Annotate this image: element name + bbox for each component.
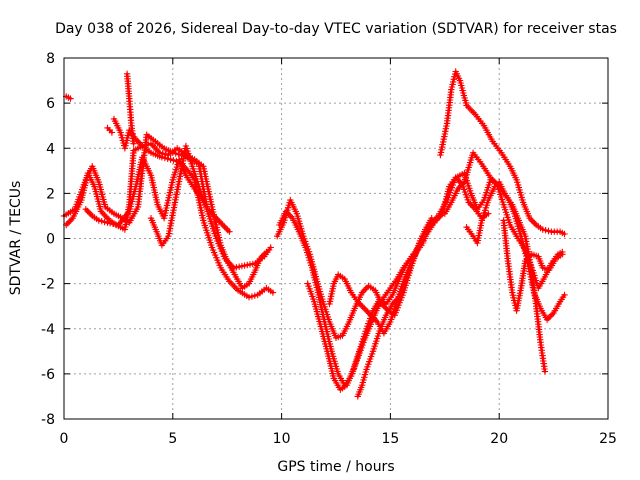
series-group [304, 235, 429, 393]
x-tick-label: 5 [168, 431, 177, 447]
y-tick-label: -2 [41, 277, 55, 293]
x-tick-label: 0 [60, 431, 69, 447]
series-group [104, 124, 116, 136]
y-tick-label: 4 [46, 141, 55, 157]
series-markers [354, 215, 435, 400]
series-group [63, 93, 74, 102]
chart-title: Day 038 of 2026, Sidereal Day-to-day VTE… [55, 21, 617, 37]
x-tick-label: 20 [490, 431, 508, 447]
series-markers [104, 124, 116, 136]
series-markers [437, 68, 568, 238]
y-tick-label: -4 [41, 322, 55, 338]
series-markers [276, 174, 492, 389]
y-tick-label: 0 [46, 232, 55, 248]
series-line [112, 117, 268, 290]
y-axis-label: SDTVAR / TECUs [8, 181, 24, 296]
series-group [82, 154, 233, 235]
series-group [276, 174, 492, 389]
x-tick-label: 15 [381, 431, 399, 447]
series-markers [463, 178, 549, 375]
y-tick-label: 6 [46, 96, 55, 112]
series-group [354, 215, 435, 400]
series-markers [123, 70, 137, 147]
x-tick-label: 10 [273, 431, 291, 447]
x-tick-label: 25 [599, 431, 617, 447]
series-markers [110, 115, 270, 292]
series-markers [82, 154, 233, 235]
y-tick-label: -8 [41, 412, 55, 428]
y-tick-label: -6 [41, 367, 55, 383]
series-group [437, 68, 568, 238]
series-group [500, 217, 566, 314]
series-line [64, 144, 275, 299]
series-group [147, 142, 207, 249]
x-axis-label: GPS time / hours [277, 459, 394, 475]
series-group [463, 178, 549, 375]
series-markers [304, 235, 429, 393]
plot-frame [63, 57, 609, 420]
series-markers [63, 93, 74, 102]
series-line [278, 176, 490, 387]
data-series [60, 68, 568, 400]
y-tick-label: 2 [46, 186, 55, 202]
series-group [123, 70, 137, 147]
tick-labels: 0 5 10 15 20 25 -8 -6 -4 -2 0 2 4 6 8 [41, 51, 617, 447]
series-markers [500, 217, 566, 314]
y-tick-label: 8 [46, 51, 55, 67]
series-markers [147, 142, 207, 249]
